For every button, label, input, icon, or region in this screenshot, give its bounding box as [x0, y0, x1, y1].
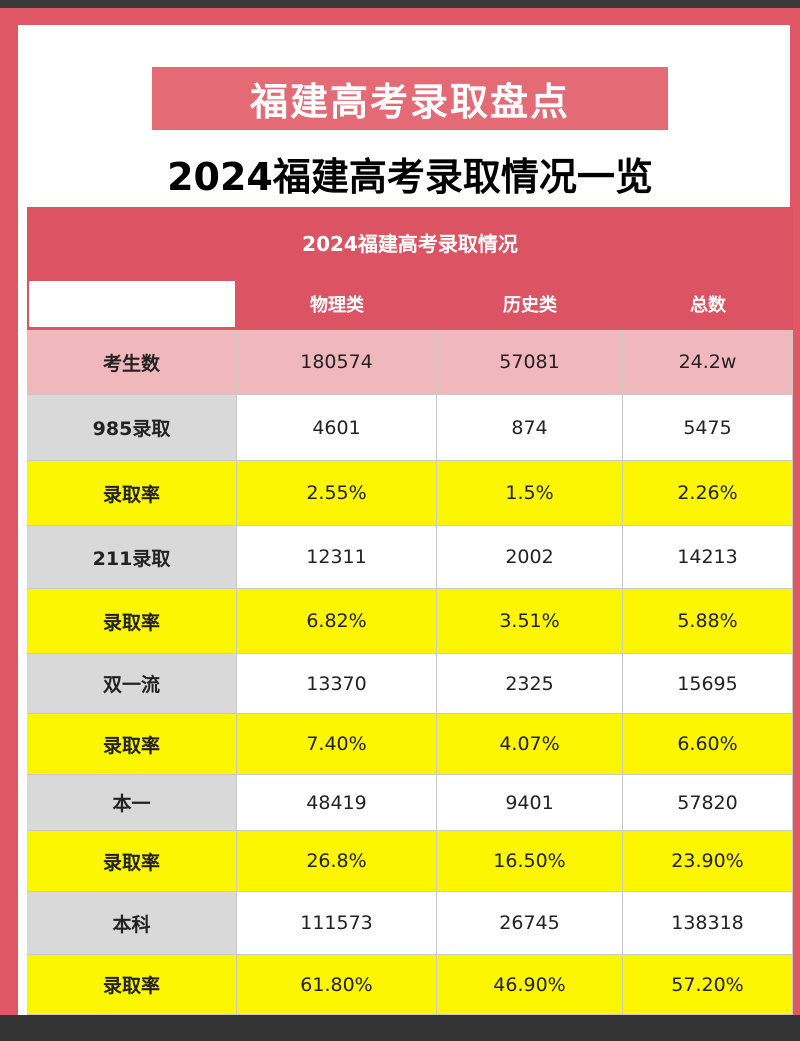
- table-cell: 12311: [237, 526, 437, 589]
- row-label: 本科: [27, 892, 237, 955]
- header-corner: [27, 278, 237, 330]
- table-cell: 5.88%: [623, 589, 793, 654]
- table-cell: 14213: [623, 526, 793, 589]
- row-label: 录取率: [27, 955, 237, 1015]
- column-header: 物理类: [237, 278, 437, 330]
- table-cell: 180574: [237, 330, 437, 395]
- table-cell: 6.82%: [237, 589, 437, 654]
- corner-blank: [29, 281, 235, 327]
- row-label: 211录取: [27, 526, 237, 589]
- table-cell: 2.26%: [623, 461, 793, 526]
- table-cell: 57.20%: [623, 955, 793, 1015]
- row-label: 录取率: [27, 589, 237, 654]
- column-header: 历史类: [437, 278, 623, 330]
- table-cell: 57820: [623, 775, 793, 831]
- table-cell: 57081: [437, 330, 623, 395]
- row-label: 考生数: [27, 330, 237, 395]
- table-cell: 16.50%: [437, 831, 623, 892]
- table-title: 2024福建高考录取情况: [27, 207, 793, 278]
- banner: 福建高考录取盘点: [152, 67, 668, 130]
- bottom-bar: [0, 1015, 800, 1041]
- table-cell: 15695: [623, 654, 793, 714]
- row-label: 本一: [27, 775, 237, 831]
- column-header: 总数: [623, 278, 793, 330]
- row-label: 双一流: [27, 654, 237, 714]
- table-cell: 7.40%: [237, 714, 437, 775]
- table-cell: 9401: [437, 775, 623, 831]
- table-cell: 2002: [437, 526, 623, 589]
- table-cell: 1.5%: [437, 461, 623, 526]
- table-cell: 6.60%: [623, 714, 793, 775]
- table-cell: 26745: [437, 892, 623, 955]
- table-cell: 46.90%: [437, 955, 623, 1015]
- row-label: 录取率: [27, 831, 237, 892]
- table-cell: 3.51%: [437, 589, 623, 654]
- table-cell: 24.2w: [623, 330, 793, 395]
- table-cell: 26.8%: [237, 831, 437, 892]
- row-label: 录取率: [27, 714, 237, 775]
- table-cell: 48419: [237, 775, 437, 831]
- row-label: 录取率: [27, 461, 237, 526]
- table-cell: 874: [437, 395, 623, 461]
- page-title: 2024福建高考录取情况一览: [167, 154, 653, 199]
- table-cell: 138318: [623, 892, 793, 955]
- table-cell: 2325: [437, 654, 623, 714]
- row-label: 985录取: [27, 395, 237, 461]
- table-cell: 61.80%: [237, 955, 437, 1015]
- table-cell: 4.07%: [437, 714, 623, 775]
- table-cell: 111573: [237, 892, 437, 955]
- table-cell: 2.55%: [237, 461, 437, 526]
- table-cell: 13370: [237, 654, 437, 714]
- table-cell: 5475: [623, 395, 793, 461]
- table-cell: 23.90%: [623, 831, 793, 892]
- table-cell: 4601: [237, 395, 437, 461]
- top-bar: [0, 0, 800, 8]
